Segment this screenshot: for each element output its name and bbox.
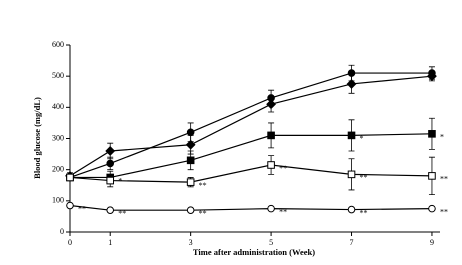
marker	[186, 156, 195, 165]
marker	[106, 206, 115, 214]
marker	[105, 146, 116, 156]
significance-label: *	[360, 134, 364, 143]
y-tick-label: 0	[60, 227, 64, 236]
y-tick-label: 500	[52, 71, 64, 80]
marker	[66, 173, 74, 182]
x-tick-label: 3	[189, 238, 193, 247]
x-tick-label: 9	[430, 238, 434, 247]
marker	[186, 178, 195, 186]
marker	[185, 139, 196, 150]
marker	[428, 130, 436, 138]
y-tick-label: 100	[52, 196, 64, 205]
y-tick-label: 300	[52, 133, 64, 142]
series-line	[69, 204, 432, 211]
y-tick-label: 400	[52, 102, 64, 111]
marker	[267, 161, 275, 169]
x-tick-label: 7	[350, 238, 354, 247]
significance-label: **	[199, 181, 207, 190]
series-line	[70, 133, 432, 179]
significance-label: *	[440, 133, 444, 142]
significance-label: **	[118, 209, 126, 218]
y-tick-label: 200	[52, 164, 64, 173]
marker	[428, 172, 436, 180]
series-line	[69, 164, 432, 183]
significance-label: **	[199, 209, 207, 218]
marker	[267, 131, 275, 140]
significance-label: **	[279, 164, 287, 173]
marker	[346, 79, 357, 89]
significance-label: **	[440, 175, 448, 184]
series-line	[69, 72, 432, 179]
marker	[186, 206, 195, 214]
marker	[186, 128, 195, 137]
x-tick-label: 0	[68, 238, 72, 247]
x-axis-label: Time after administration (Week)	[193, 247, 315, 257]
marker	[347, 170, 356, 179]
significance-label: **	[279, 207, 287, 216]
significance-label: **	[440, 207, 448, 216]
series-line	[69, 75, 433, 177]
significance-label: **	[360, 208, 368, 217]
x-tick-label: 1	[108, 238, 112, 247]
marker	[428, 204, 436, 213]
marker	[267, 204, 275, 213]
significance-label: **	[360, 173, 368, 182]
marker	[66, 201, 74, 210]
significance-label: **	[78, 204, 86, 213]
marker	[106, 176, 115, 185]
y-axis-label: Blood glucose (mg/dL)	[32, 97, 42, 179]
marker	[267, 94, 275, 102]
x-tick-label: 5	[269, 238, 273, 247]
y-tick-label: 600	[52, 40, 64, 49]
marker	[347, 205, 356, 214]
marker	[106, 159, 115, 168]
marker	[347, 131, 356, 140]
marker	[428, 69, 436, 77]
marker	[347, 69, 356, 77]
